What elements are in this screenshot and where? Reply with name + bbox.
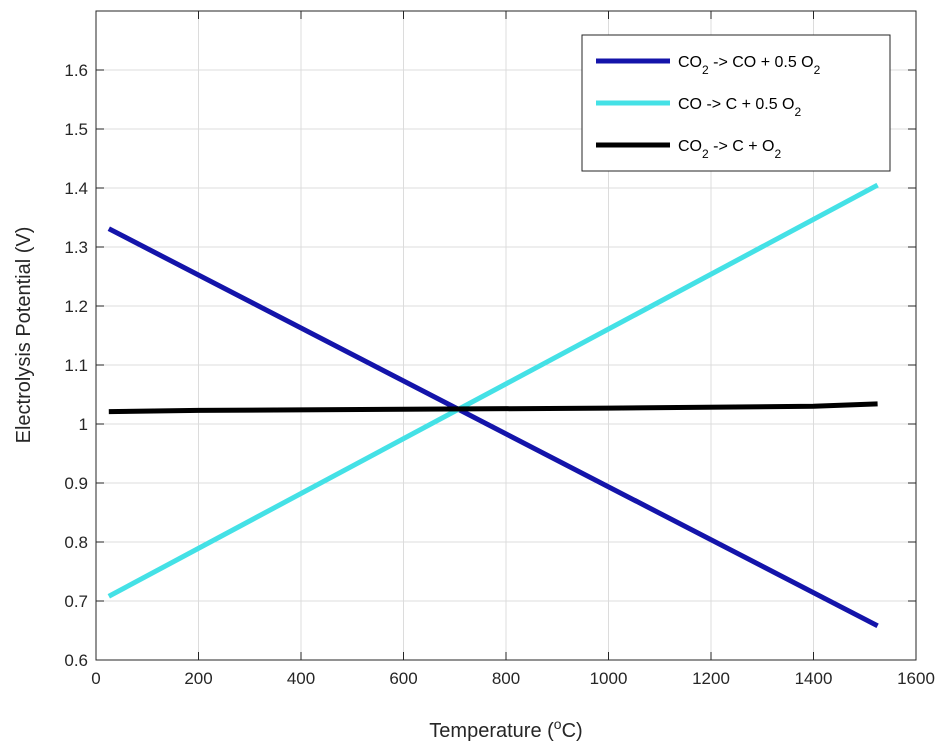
x-tick-label: 0 [91,669,100,688]
series-line-1 [107,226,879,629]
x-tick-label: 1200 [692,669,730,688]
y-tick-label: 0.6 [64,651,88,670]
x-tick-label: 600 [389,669,417,688]
series-line-2 [107,182,879,599]
y-tick-label: 0.9 [64,474,88,493]
x-tick-label: 1000 [590,669,628,688]
text-segment: 2 [814,63,821,77]
y-tick-label: 1 [79,415,88,434]
text-segment: 2 [794,105,801,119]
y-tick-label: 1.4 [64,179,88,198]
x-tick-label: 400 [287,669,315,688]
y-tick-label: 1.2 [64,297,88,316]
text-segment: CO -> C + 0.5 O [678,96,794,113]
legend-label-2: CO -> C + 0.5 O2 [678,96,801,119]
text-segment: CO [678,54,702,71]
y-tick-label: 0.8 [64,533,88,552]
text-segment: C) [562,720,583,742]
text-segment: -> C + O [709,138,775,155]
x-axis-title: Temperature (oC) [429,716,582,742]
text-segment: CO [678,138,702,155]
text-segment: 2 [774,147,781,161]
legend-label-3: CO2 -> C + O2 [678,138,781,161]
y-tick-label: 1.3 [64,238,88,257]
x-tick-label: 1600 [897,669,935,688]
text-segment: 2 [702,63,709,77]
grid-lines [96,11,916,660]
text-segment: -> CO + 0.5 O [709,54,814,71]
y-tick-label: 1.1 [64,356,88,375]
x-tick-label: 800 [492,669,520,688]
y-axis-title: Electrolysis Potential (V) [13,227,35,444]
axis-ticks: 0 200 400 600 800 1000 1200 1400 1600 0.6 0.7 0.8 0.… [64,11,935,688]
text-segment: 2 [702,147,709,161]
y-tick-label: 1.6 [64,61,88,80]
text-segment: o [554,716,562,732]
y-tick-label: 1.5 [64,120,88,139]
series-line-3 [108,401,878,415]
x-tick-label: 200 [184,669,212,688]
y-tick-label: 0.7 [64,592,88,611]
legend-label-1: CO2 -> CO + 0.5 O2 [678,54,821,77]
text-segment: Temperature ( [429,720,554,742]
data-series [107,182,879,629]
x-tick-label: 1400 [795,669,833,688]
